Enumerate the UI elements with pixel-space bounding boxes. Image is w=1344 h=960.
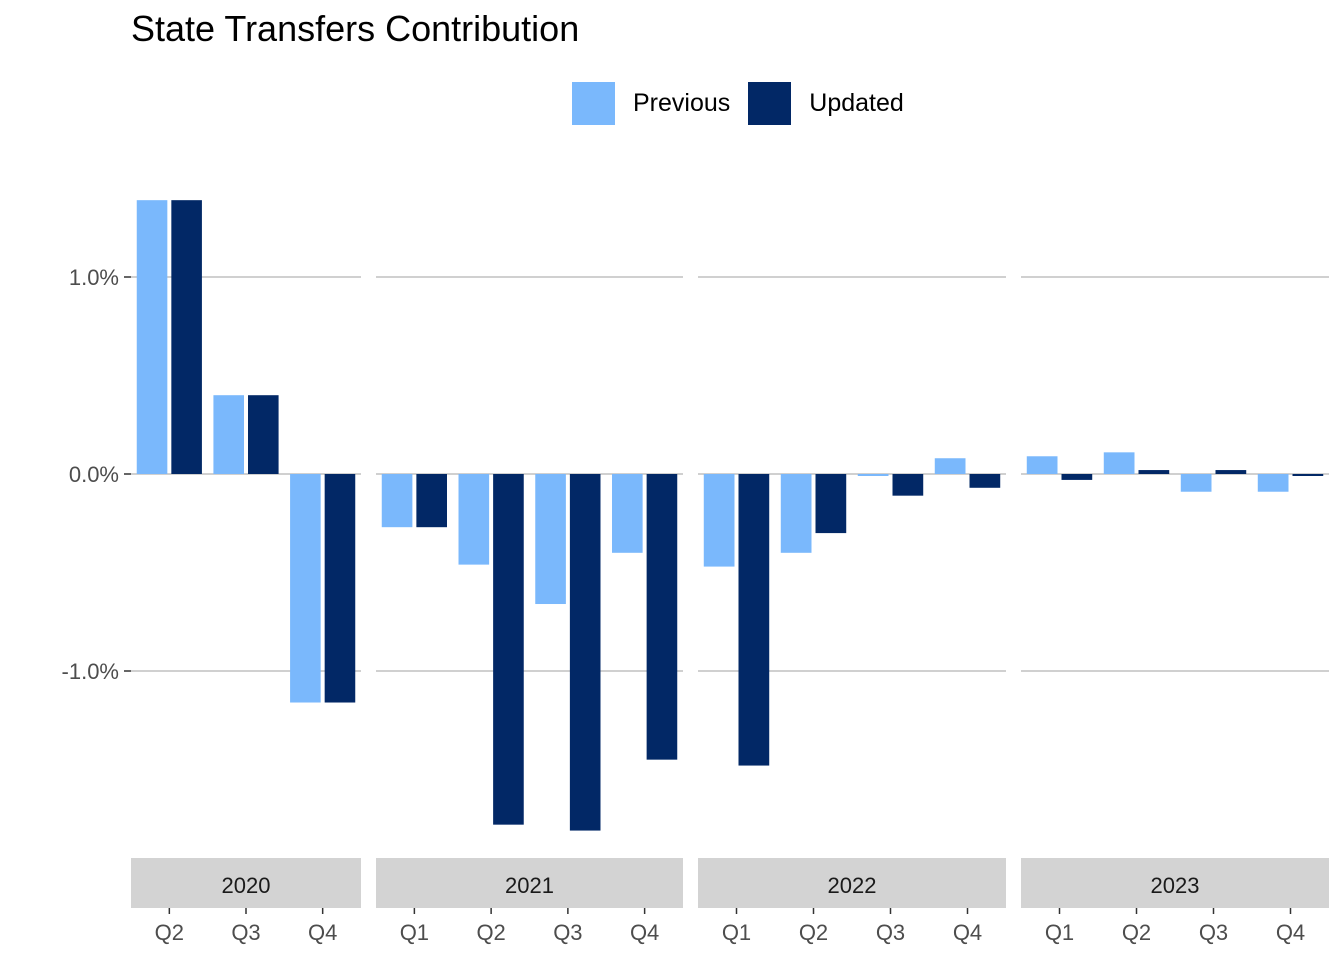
bar-updated-2022-Q2 (815, 474, 847, 534)
bar-previous-2022-Q1 (703, 474, 735, 567)
bar-previous-2021-Q3 (535, 474, 566, 605)
bar-updated-2023-Q2 (1138, 470, 1170, 474)
bar-previous-2023-Q2 (1103, 452, 1135, 474)
x-tick-label: Q2 (799, 920, 828, 945)
facet-strip-label: 2020 (222, 873, 271, 898)
y-tick-label: 0.0% (69, 462, 119, 487)
bar-updated-2020-Q4 (324, 474, 356, 703)
legend-item-updated: Updated (748, 82, 904, 125)
y-tick-label: 1.0% (69, 265, 119, 290)
x-tick-label: Q4 (308, 920, 337, 945)
bar-previous-2020-Q2 (136, 200, 168, 475)
x-tick-label: Q4 (630, 920, 659, 945)
bar-updated-2022-Q3 (892, 474, 924, 496)
bar-updated-2023-Q4 (1292, 474, 1324, 476)
facet-strip-2022 (698, 858, 1006, 908)
bar-updated-2021-Q2 (493, 474, 524, 825)
bar-previous-2022-Q4 (934, 458, 966, 474)
legend-label-previous: Previous (633, 89, 731, 117)
x-tick-label: Q1 (722, 920, 751, 945)
legend-swatch-previous (572, 82, 615, 125)
x-tick-label: Q2 (155, 920, 184, 945)
bar-previous-2022-Q2 (780, 474, 812, 553)
bar-previous-2021-Q4 (612, 474, 643, 553)
bar-updated-2021-Q3 (569, 474, 601, 831)
facet-strip-label: 2021 (505, 873, 554, 898)
bar-updated-2022-Q1 (738, 474, 770, 766)
bar-updated-2020-Q2 (171, 200, 202, 475)
bar-updated-2021-Q1 (416, 474, 447, 528)
bar-previous-2023-Q4 (1257, 474, 1289, 492)
legend-item-previous: Previous (572, 82, 730, 125)
bar-updated-2021-Q4 (646, 474, 678, 760)
y-tick-label: -1.0% (62, 659, 119, 684)
bar-previous-2023-Q3 (1180, 474, 1212, 492)
legend-label-updated: Updated (809, 89, 904, 117)
x-tick-label: Q3 (876, 920, 905, 945)
x-tick-label: Q3 (231, 920, 260, 945)
bar-previous-2022-Q3 (857, 474, 889, 476)
facet-strip-label: 2022 (828, 873, 877, 898)
bar-previous-2020-Q4 (290, 474, 321, 703)
x-tick-label: Q1 (1045, 920, 1074, 945)
x-tick-label: Q2 (476, 920, 505, 945)
bar-previous-2021-Q1 (381, 474, 413, 528)
x-tick-label: Q3 (1199, 920, 1228, 945)
x-tick-label: Q4 (953, 920, 982, 945)
facet-strip-2021 (376, 858, 683, 908)
facet-strip-label: 2023 (1151, 873, 1200, 898)
legend: Previous Updated (572, 82, 922, 125)
bar-previous-2021-Q2 (458, 474, 490, 565)
x-tick-label: Q2 (1122, 920, 1151, 945)
x-tick-label: Q3 (553, 920, 582, 945)
x-tick-label: Q4 (1276, 920, 1305, 945)
bar-updated-2020-Q3 (248, 395, 279, 474)
legend-swatch-updated (748, 82, 792, 125)
facet-strip-2023 (1021, 858, 1329, 908)
bar-updated-2023-Q1 (1061, 474, 1093, 480)
bar-previous-2020-Q3 (213, 395, 244, 474)
bar-updated-2023-Q3 (1215, 470, 1247, 474)
facet-strip-2020 (131, 858, 361, 908)
bar-updated-2022-Q4 (969, 474, 1001, 488)
chart-title: State Transfers Contribution (131, 8, 580, 49)
bar-previous-2023-Q1 (1026, 456, 1058, 474)
x-tick-label: Q1 (400, 920, 429, 945)
